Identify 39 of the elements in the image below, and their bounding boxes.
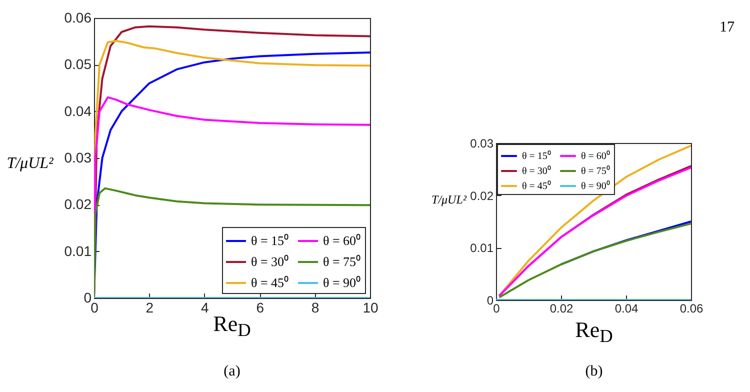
legend-label: θ = 90⁰ (581, 180, 610, 192)
y-tick-label: 0.05 (64, 56, 92, 72)
y-tick-label: 0.02 (64, 196, 92, 212)
line-series (94, 187, 370, 298)
y-axis-title: T/μUL² (6, 155, 54, 173)
y-tick-label: 0.01 (470, 241, 494, 256)
x-tick-label: 2 (146, 300, 154, 316)
y-tick-label: 0.01 (64, 242, 92, 259)
y-tick-label: 0 (84, 290, 92, 306)
legend-label: θ = 60⁰ (581, 150, 610, 162)
text: 17 (720, 20, 734, 36)
y-tick-label: 0.02 (470, 188, 494, 203)
x-axis-title: Re$_{D}$ (575, 316, 613, 348)
legend-label: θ = 75⁰ (323, 254, 362, 269)
legend-label: θ = 60⁰ (323, 233, 362, 248)
legend-label: θ = 45⁰ (522, 180, 552, 192)
y-tick-label: 0.03 (64, 150, 92, 166)
legend-label: θ = 30⁰ (522, 165, 552, 177)
legend-label: θ = 15⁰ (251, 233, 290, 248)
text: (b) (585, 364, 603, 380)
line-series (498, 222, 691, 298)
legend-label: θ = 15⁰ (522, 150, 552, 162)
y-tick-label: 0.04 (64, 102, 92, 119)
legend-label: θ = 45⁰ (251, 275, 290, 290)
legend-label: θ = 75⁰ (581, 165, 610, 177)
y-tick-label: 0.03 (470, 136, 494, 150)
x-tick-label: 0.02 (550, 302, 574, 316)
legend-label: θ = 90⁰ (323, 275, 362, 290)
text: (a) (224, 364, 240, 380)
y-axis-title: T/μUL² (432, 192, 466, 208)
x-tick-label: 10 (362, 300, 378, 316)
y-tick-label: 0.06 (64, 10, 92, 26)
x-axis-title: Re$_{D}$ (213, 310, 251, 342)
x-tick-label: 0.06 (680, 302, 704, 316)
x-tick-label: 8 (311, 300, 320, 316)
x-tick-label: 0.04 (614, 302, 638, 316)
x-tick-label: 4 (201, 300, 209, 316)
legend-label: θ = 30⁰ (251, 254, 290, 269)
x-tick-label: 6 (256, 300, 264, 316)
